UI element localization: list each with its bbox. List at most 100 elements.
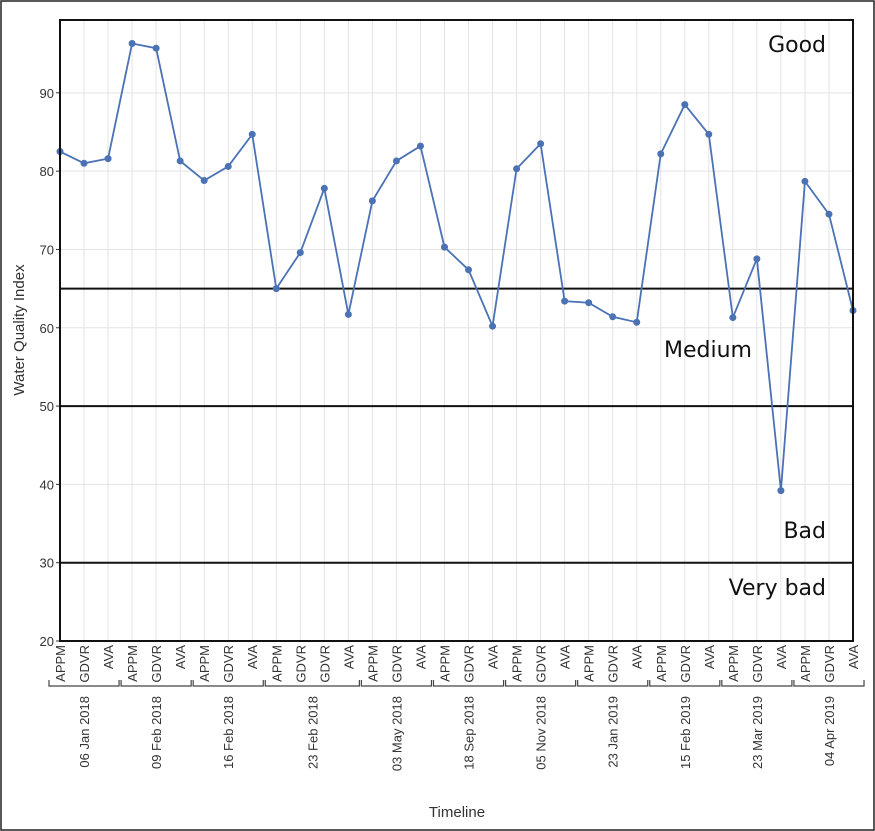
group-bracket	[360, 680, 433, 687]
data-point	[585, 299, 593, 307]
x-tick-label: APPM	[437, 645, 452, 682]
x-tick-label: APPM	[510, 645, 525, 682]
x-tick-label: APPM	[582, 645, 597, 682]
x-tick-label: GDVR	[678, 645, 693, 683]
x-tick-label: APPM	[125, 645, 140, 682]
data-point	[777, 487, 785, 495]
x-tick-label: APPM	[726, 645, 741, 682]
x-tick-label: APPM	[798, 645, 813, 682]
data-line	[59, 42, 854, 491]
data-point	[681, 101, 689, 109]
data-point	[465, 266, 473, 274]
data-point	[152, 44, 160, 52]
x-tick-label: APPM	[53, 645, 68, 682]
x-tick-label: GDVR	[317, 645, 332, 683]
x-tick-label: GDVR	[534, 645, 549, 683]
x-tick-label: GDVR	[77, 645, 92, 683]
x-tick-label: AVA	[702, 645, 717, 669]
zone-label: Medium	[664, 338, 752, 363]
x-tick-label: AVA	[413, 645, 428, 669]
x-tick-label: AVA	[486, 645, 501, 669]
y-tick-label: 90	[40, 86, 54, 101]
data-point	[224, 162, 232, 170]
group-label: 03 May 2018	[389, 696, 404, 771]
group-label: 23 Mar 2019	[750, 696, 765, 769]
data-point	[392, 157, 400, 165]
data-point	[128, 39, 136, 47]
x-tick-label: AVA	[101, 645, 116, 669]
x-tick-label: GDVR	[149, 645, 164, 683]
data-point	[513, 165, 521, 173]
data-point	[609, 313, 617, 321]
data-point	[200, 177, 208, 185]
x-tick-label: GDVR	[750, 645, 765, 683]
y-tick-label: 20	[40, 634, 54, 649]
x-tick-label: GDVR	[462, 645, 477, 683]
data-point	[537, 140, 545, 148]
group-label: 16 Feb 2018	[221, 696, 236, 769]
x-axis-title: Timeline	[429, 804, 485, 821]
group-label: 04 Apr 2019	[822, 696, 837, 766]
group-bracket	[48, 680, 120, 687]
group-label: 23 Jan 2019	[606, 696, 621, 768]
data-point	[344, 310, 352, 318]
group-label: 23 Feb 2018	[305, 696, 320, 769]
y-tick-label: 60	[40, 321, 54, 336]
group-bracket	[793, 680, 865, 687]
y-tick-label: 40	[40, 477, 54, 492]
data-point	[104, 155, 112, 163]
x-tick-label: AVA	[774, 645, 789, 669]
data-point	[440, 243, 448, 251]
group-label: 15 Feb 2019	[678, 696, 693, 769]
group-bracket	[264, 680, 360, 687]
group-label: 18 Sep 2018	[462, 696, 477, 770]
x-tick-label: GDVR	[293, 645, 308, 683]
x-tick-label: AVA	[846, 645, 861, 669]
zone-label: Bad	[783, 519, 826, 544]
data-point	[633, 318, 641, 326]
data-point	[176, 157, 184, 165]
data-point	[489, 322, 497, 330]
y-axis-title: Water Quality Index	[11, 264, 28, 396]
data-point	[272, 285, 280, 293]
group-bracket	[649, 680, 721, 687]
data-point	[753, 255, 761, 263]
x-tick-label: APPM	[197, 645, 212, 682]
data-point	[320, 184, 328, 192]
data-point	[296, 249, 304, 257]
data-point	[657, 150, 665, 158]
group-bracket	[192, 680, 264, 687]
y-tick-label: 70	[40, 242, 54, 257]
group-bracket	[504, 680, 577, 687]
x-tick-label: AVA	[245, 645, 260, 669]
x-tick-label: GDVR	[822, 645, 837, 683]
data-point	[705, 130, 713, 138]
y-tick-label: 50	[40, 399, 54, 414]
data-point	[561, 297, 569, 305]
data-point	[80, 159, 88, 167]
group-bracket	[432, 680, 505, 687]
data-point	[801, 177, 809, 185]
group-label: 09 Feb 2018	[149, 696, 164, 769]
data-point	[248, 130, 256, 138]
zone-label: Good	[768, 33, 826, 58]
x-tick-label: APPM	[269, 645, 284, 682]
x-tick-label: AVA	[341, 645, 356, 669]
x-tick-label: AVA	[630, 645, 645, 669]
data-point	[825, 210, 833, 218]
plot-border	[59, 19, 854, 642]
zone-label: Very bad	[729, 576, 826, 601]
group-bracket	[577, 680, 649, 687]
x-tick-label: APPM	[654, 645, 669, 682]
data-point	[368, 197, 376, 205]
data-point	[416, 142, 424, 150]
data-point	[729, 314, 737, 322]
y-tick-label: 30	[40, 556, 54, 571]
x-tick-label: AVA	[558, 645, 573, 669]
group-label: 05 Nov 2018	[534, 696, 549, 770]
x-tick-label: GDVR	[221, 645, 236, 683]
x-tick-label: AVA	[173, 645, 188, 669]
x-tick-label: GDVR	[389, 645, 404, 683]
